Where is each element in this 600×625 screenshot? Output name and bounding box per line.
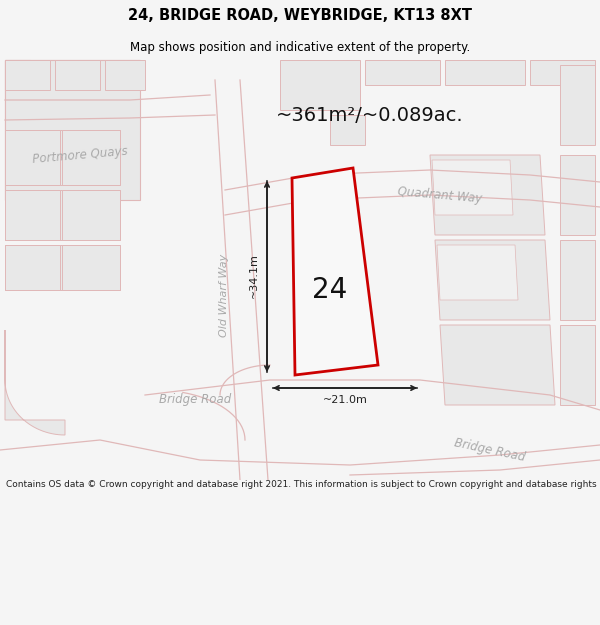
Polygon shape <box>5 60 30 200</box>
Text: 24, BRIDGE ROAD, WEYBRIDGE, KT13 8XT: 24, BRIDGE ROAD, WEYBRIDGE, KT13 8XT <box>128 8 472 23</box>
Polygon shape <box>560 240 595 320</box>
Polygon shape <box>5 330 65 435</box>
Polygon shape <box>292 168 378 375</box>
Polygon shape <box>5 245 120 290</box>
Polygon shape <box>430 155 545 235</box>
Text: Map shows position and indicative extent of the property.: Map shows position and indicative extent… <box>130 41 470 54</box>
Polygon shape <box>105 60 145 90</box>
Polygon shape <box>62 190 120 240</box>
Polygon shape <box>5 60 140 90</box>
Polygon shape <box>62 130 120 185</box>
Polygon shape <box>530 60 595 85</box>
Text: Portmore Quays: Portmore Quays <box>32 144 128 166</box>
Text: 24: 24 <box>313 276 347 304</box>
Polygon shape <box>560 155 595 235</box>
Polygon shape <box>62 245 120 290</box>
Polygon shape <box>5 190 60 240</box>
Polygon shape <box>560 65 595 145</box>
Polygon shape <box>437 245 518 300</box>
Polygon shape <box>560 325 595 405</box>
Polygon shape <box>5 245 60 290</box>
Text: ~34.1m: ~34.1m <box>249 254 259 298</box>
Text: Contains OS data © Crown copyright and database right 2021. This information is : Contains OS data © Crown copyright and d… <box>6 480 600 489</box>
Polygon shape <box>5 60 50 90</box>
Text: ~361m²/~0.089ac.: ~361m²/~0.089ac. <box>276 106 464 124</box>
Polygon shape <box>5 130 60 185</box>
Text: Bridge Road: Bridge Road <box>454 436 527 464</box>
Polygon shape <box>5 60 140 200</box>
Text: ~21.0m: ~21.0m <box>323 395 367 405</box>
Text: Old Wharf Way: Old Wharf Way <box>219 253 229 337</box>
Polygon shape <box>440 325 555 405</box>
Text: Quadrant Way: Quadrant Way <box>397 185 483 205</box>
Polygon shape <box>432 160 513 215</box>
Polygon shape <box>5 190 120 240</box>
Polygon shape <box>280 60 360 110</box>
Polygon shape <box>330 115 365 145</box>
Polygon shape <box>435 240 550 320</box>
Polygon shape <box>365 60 440 85</box>
Polygon shape <box>55 60 100 90</box>
Polygon shape <box>445 60 525 85</box>
Text: Bridge Road: Bridge Road <box>159 394 231 406</box>
Polygon shape <box>5 130 120 185</box>
